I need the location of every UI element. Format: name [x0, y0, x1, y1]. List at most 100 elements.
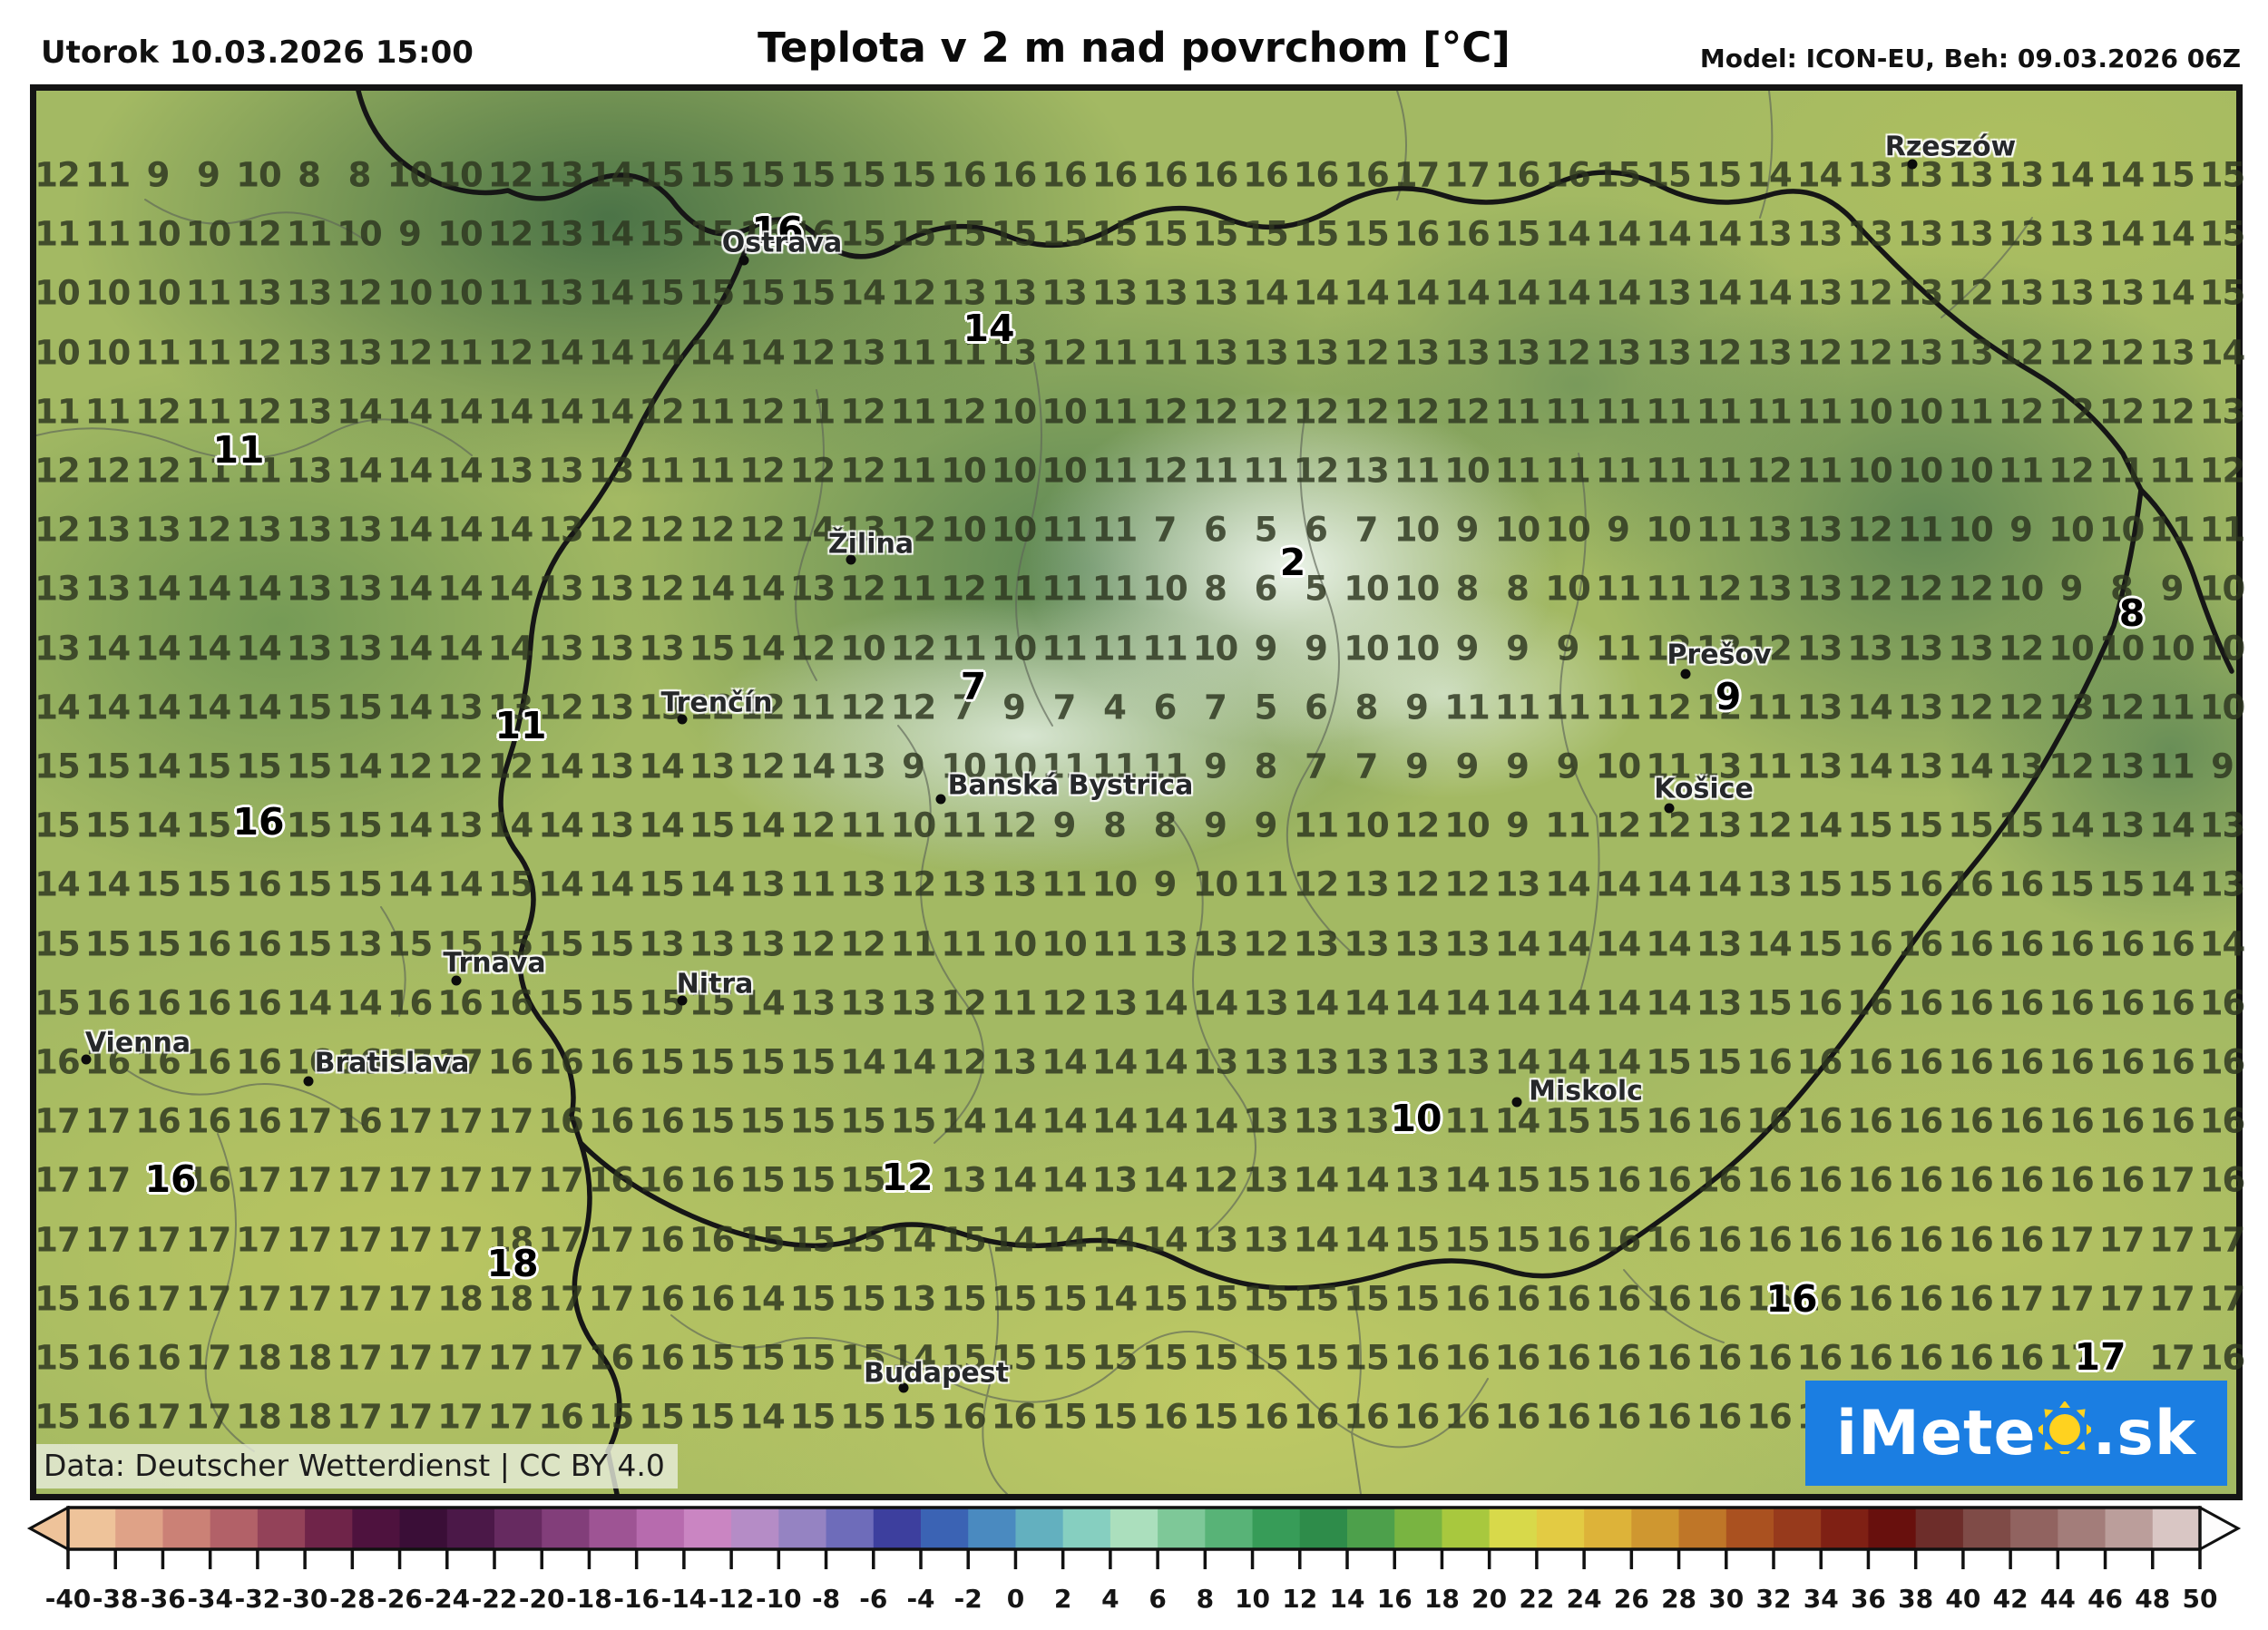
grid-value: 10: [1344, 805, 1389, 845]
grid-value: 17: [487, 1160, 533, 1200]
grid-value: 11: [1545, 688, 1590, 727]
grid-value: 15: [991, 1338, 1037, 1378]
colorbar-tick-label: 42: [1993, 1584, 2028, 1614]
grid-value: 14: [487, 510, 533, 550]
grid-value: 10: [135, 214, 181, 254]
grid-value: 16: [1847, 1101, 1892, 1141]
grid-value: 14: [2199, 924, 2245, 964]
grid-value: 14: [1344, 1220, 1389, 1260]
grid-value: 12: [890, 864, 936, 904]
grid-value: 12: [890, 629, 936, 669]
grid-value: 16: [1796, 983, 1843, 1023]
grid-value: 14: [739, 1397, 785, 1437]
grid-value: 11: [1796, 451, 1843, 491]
data-attribution: Data: Deutscher Wetterdienst | CC BY 4.0: [36, 1444, 678, 1488]
colorbar-tick-label: 0: [1007, 1584, 1024, 1614]
grid-value: 14: [689, 569, 735, 609]
grid-value: 12: [639, 569, 684, 609]
grid-value: 10: [1897, 392, 1943, 432]
grid-value: 15: [941, 1279, 986, 1319]
grid-value: 15: [386, 924, 433, 964]
grid-value: 12: [1545, 333, 1590, 373]
city-label: Budapest: [864, 1357, 1009, 1390]
grid-value: 10: [1847, 392, 1892, 432]
grid-value: 11: [789, 392, 836, 432]
grid-value: 10: [2199, 629, 2245, 669]
grid-value: 17: [386, 1101, 433, 1141]
grid-value: 16: [1393, 214, 1440, 254]
grid-value: 15: [1696, 155, 1742, 195]
grid-value: 9: [1455, 629, 1480, 669]
grid-value: 14: [34, 864, 80, 904]
colorbar-tick-label: -34: [187, 1584, 233, 1614]
grid-value: 15: [739, 1101, 785, 1141]
grid-value: 15: [588, 1397, 634, 1437]
grid-value: 16: [1545, 155, 1590, 195]
grid-value: 14: [1091, 1042, 1138, 1082]
grid-value: 15: [1897, 805, 1943, 845]
grid-value: 17: [487, 1338, 533, 1378]
grid-value: 12: [1646, 688, 1691, 727]
grid-value: 16: [2149, 1042, 2195, 1082]
grid-value: 15: [1041, 214, 1087, 254]
grid-value: 13: [1696, 747, 1742, 786]
grid-value: 14: [2098, 155, 2145, 195]
colorbar-tick-label: 10: [1235, 1584, 1270, 1614]
grid-value: 14: [1545, 273, 1590, 313]
grid-value: 13: [437, 688, 483, 727]
grid-value: 11: [789, 864, 836, 904]
grid-value: 12: [2098, 333, 2145, 373]
grid-value: 16: [2149, 983, 2195, 1023]
grid-value: 15: [789, 1338, 836, 1378]
grid-value: 7: [1354, 747, 1379, 786]
grid-value: 10: [185, 214, 231, 254]
grid-value: 10: [1041, 451, 1087, 491]
grid-value: 11: [789, 688, 836, 727]
grid-value: 16: [991, 1397, 1037, 1437]
grid-value: 17: [386, 1279, 433, 1319]
grid-value: 12: [2098, 392, 2145, 432]
grid-value: 16: [1948, 1101, 1993, 1141]
grid-value: 17: [538, 1338, 583, 1378]
extreme-value: 10: [1390, 1097, 1442, 1140]
grid-value: 16: [1696, 1338, 1742, 1378]
grid-value: 11: [1696, 510, 1742, 550]
grid-value: 15: [639, 155, 684, 195]
grid-value: 9: [398, 214, 422, 254]
grid-value: 15: [2199, 273, 2245, 313]
grid-value: 12: [2098, 688, 2145, 727]
grid-value: 15: [840, 1338, 885, 1378]
grid-value: 12: [1998, 333, 2044, 373]
grid-value: 16: [185, 1160, 231, 1200]
grid-value: 17: [236, 1220, 281, 1260]
grid-value: 15: [1041, 1338, 1087, 1378]
grid-value: 16: [2149, 924, 2195, 964]
grid-value: 13: [1192, 1220, 1238, 1260]
grid-value: 14: [1192, 983, 1238, 1023]
grid-value: 16: [538, 1042, 583, 1082]
grid-value: 15: [487, 924, 533, 964]
grid-value: 15: [789, 273, 836, 313]
grid-value: 16: [1897, 983, 1943, 1023]
grid-value: 14: [2199, 333, 2245, 373]
grid-value: 17: [437, 1338, 483, 1378]
grid-value: 13: [1344, 864, 1389, 904]
grid-value: 15: [1393, 1220, 1440, 1260]
grid-value: 9: [2059, 569, 2084, 609]
grid-value: 13: [1796, 214, 1843, 254]
grid-value: 12: [639, 392, 684, 432]
colorbar-tick-label: 26: [1614, 1584, 1649, 1614]
grid-value: 7: [952, 688, 976, 727]
grid-value: 12: [34, 155, 80, 195]
grid-value: 12: [739, 392, 785, 432]
grid-value: 16: [84, 1279, 131, 1319]
grid-value: 16: [689, 1160, 735, 1200]
colorbar-tick-label: 48: [2135, 1584, 2170, 1614]
grid-value: 15: [236, 747, 281, 786]
grid-value: 12: [2048, 451, 2094, 491]
grid-value: 18: [286, 1397, 332, 1437]
grid-value: 16: [1444, 1338, 1490, 1378]
city-label: Miskolc: [1529, 1075, 1643, 1108]
grid-value: 10: [2098, 510, 2145, 550]
grid-value: 14: [487, 805, 533, 845]
